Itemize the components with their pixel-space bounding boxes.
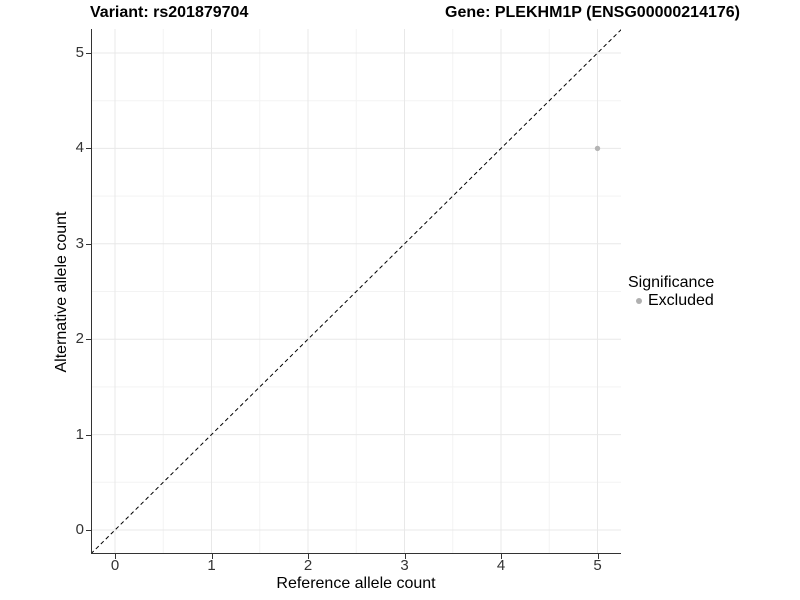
y-tick-mark — [86, 243, 91, 245]
variant-title: Variant: rs201879704 — [90, 4, 249, 21]
x-tick-mark — [597, 554, 599, 559]
plot-panel — [91, 29, 621, 554]
legend-point-icon — [636, 297, 642, 304]
x-tick-label: 1 — [207, 557, 216, 574]
y-tick-mark — [86, 339, 91, 341]
x-tick-label: 0 — [110, 557, 120, 574]
y-tick-label: 0 — [75, 521, 84, 538]
legend-item-excluded: Excluded — [628, 292, 714, 309]
data-point — [594, 145, 601, 152]
x-tick-mark — [501, 554, 502, 559]
y-tick-label: 1 — [75, 425, 84, 443]
x-tick-label: 2 — [303, 557, 313, 574]
x-tick-mark — [404, 554, 406, 559]
y-tick-label: 2 — [75, 330, 84, 348]
legend-title: Significance — [628, 274, 715, 291]
x-tick-label: 5 — [593, 557, 602, 574]
y-tick-label: 3 — [75, 234, 84, 252]
y-tick-mark — [86, 148, 91, 150]
y-tick-label: 4 — [75, 139, 84, 157]
legend-item-label: Excluded — [648, 292, 714, 309]
x-tick-label: 3 — [400, 557, 409, 574]
y-axis-title: Alternative allele count — [53, 211, 70, 373]
x-tick-mark — [211, 554, 213, 559]
legend: Significance Excluded — [628, 274, 714, 309]
y-tick-mark — [86, 434, 91, 436]
y-tick-label: 5 — [75, 44, 84, 61]
gene-title: Gene: PLEKHM1P (ENSG00000214176) — [445, 4, 740, 21]
x-tick-mark — [308, 554, 309, 559]
x-tick-mark — [115, 554, 116, 559]
y-tick-mark — [86, 53, 91, 54]
x-axis-title: Reference allele count — [276, 575, 436, 592]
x-tick-label: 4 — [496, 557, 506, 574]
plot-canvas — [91, 29, 621, 554]
y-tick-mark — [86, 530, 91, 531]
identity-line — [91, 29, 621, 554]
